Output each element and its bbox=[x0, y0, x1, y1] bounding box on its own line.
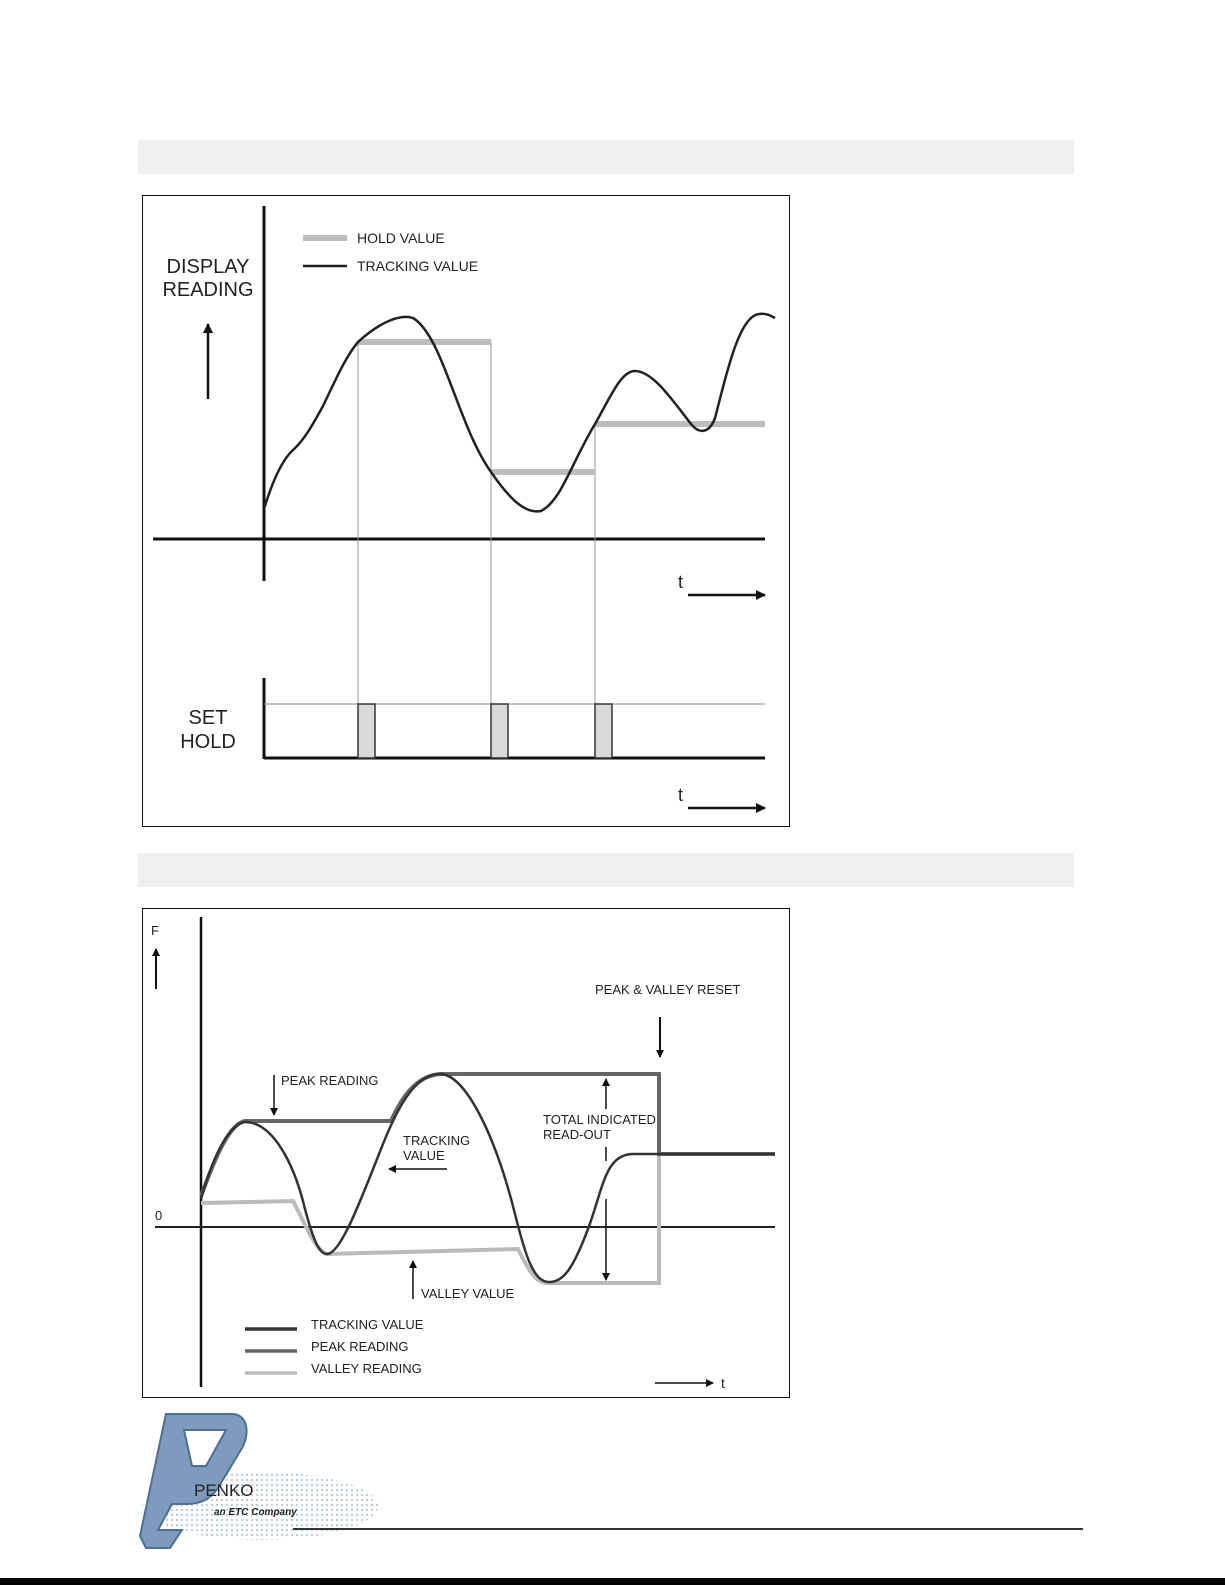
set-hold-label-line1: SET bbox=[189, 707, 228, 729]
tracking-value-label-line2: VALUE bbox=[403, 1148, 445, 1163]
peak-reading-label: PEAK READING bbox=[281, 1073, 379, 1088]
peak-valley-diagram-svg: F 0 PEAK & VALLEY RESET PEAK READING TRA… bbox=[151, 917, 775, 1391]
penko-logo: PENKO an ETC Company bbox=[110, 1408, 380, 1558]
logo-brand: PENKO bbox=[194, 1481, 254, 1500]
section-header-band-1 bbox=[138, 140, 1074, 174]
hold-pulse-1 bbox=[357, 703, 376, 759]
hold-diagram-svg: DISPLAY READING HOLD VALUE TRACKING VALU… bbox=[153, 206, 776, 813]
legend-hold-label: HOLD VALUE bbox=[357, 230, 445, 246]
legend-tracking-label: TRACKING VALUE bbox=[357, 258, 478, 274]
time-label-top: t bbox=[678, 572, 683, 592]
time-label: t bbox=[721, 1375, 725, 1391]
legend-tracking-label: TRACKING VALUE bbox=[311, 1317, 424, 1332]
valley-reading-line bbox=[200, 1152, 775, 1285]
section-header-band-2 bbox=[138, 853, 1074, 887]
reset-label: PEAK & VALLEY RESET bbox=[595, 982, 741, 997]
penko-logo-mark: PENKO an ETC Company bbox=[138, 1413, 378, 1549]
total-readout-label-line2: READ-OUT bbox=[543, 1127, 611, 1142]
hold-pulse-2 bbox=[490, 703, 509, 759]
hold-diagram: DISPLAY READING HOLD VALUE TRACKING VALU… bbox=[142, 195, 790, 827]
peak-valley-diagram: F 0 PEAK & VALLEY RESET PEAK READING TRA… bbox=[142, 908, 790, 1398]
total-readout-label-line1: TOTAL INDICATED bbox=[543, 1112, 656, 1127]
page-bottom-rule bbox=[0, 1578, 1225, 1585]
tracking-value-label-line1: TRACKING bbox=[403, 1133, 470, 1148]
tracking-value-curve bbox=[262, 312, 776, 513]
valley-value-label: VALLEY VALUE bbox=[421, 1286, 515, 1301]
set-hold-label-line2: HOLD bbox=[180, 731, 236, 753]
footer-rule bbox=[293, 1528, 1083, 1530]
hold-pulse-3 bbox=[594, 703, 613, 759]
zero-label: 0 bbox=[155, 1208, 162, 1223]
legend-valley-label: VALLEY READING bbox=[311, 1361, 422, 1376]
time-label-bottom: t bbox=[678, 785, 683, 805]
legend-peak-label: PEAK READING bbox=[311, 1339, 409, 1354]
y-axis-label-line2: READING bbox=[162, 279, 253, 301]
logo-tagline: an ETC Company bbox=[214, 1507, 297, 1518]
f-axis-label: F bbox=[151, 923, 159, 938]
y-axis-label-line1: DISPLAY bbox=[167, 256, 250, 278]
tracking-value-curve bbox=[199, 1072, 775, 1284]
